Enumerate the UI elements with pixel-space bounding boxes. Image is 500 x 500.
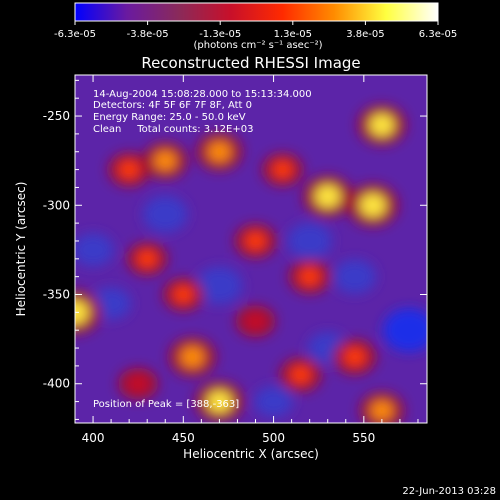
x-tick-label: 450 xyxy=(172,431,195,445)
hot-spot xyxy=(299,267,320,287)
chart-title: Reconstructed RHESSI Image xyxy=(141,54,360,72)
colorbar xyxy=(74,2,439,22)
hot-spot xyxy=(128,374,148,393)
hot-spot xyxy=(118,160,140,180)
x-tick-label: 500 xyxy=(262,431,285,445)
hot-spot xyxy=(315,184,341,208)
hot-spot xyxy=(137,249,158,268)
hot-spot xyxy=(272,160,293,179)
x-tick-label: 400 xyxy=(82,431,105,445)
hot-spot xyxy=(360,193,386,218)
y-tick-label: -250 xyxy=(43,109,70,123)
cold-spot xyxy=(196,266,243,305)
colorbar-tick-label: -1.3e-05 xyxy=(199,29,241,40)
hot-spot xyxy=(208,141,231,163)
x-axis-label: Heliocentric X (arcsec) xyxy=(183,447,319,461)
cold-spot xyxy=(142,195,188,233)
clean-counts-text: Clean Total counts: 3.12E+03 xyxy=(93,124,253,135)
hot-spot xyxy=(344,347,366,367)
hot-spot xyxy=(245,312,266,331)
hot-spot xyxy=(290,365,311,385)
detectors-text: Detectors: 4F 5F 6F 7F 8F, Att 0 xyxy=(93,100,252,111)
x-tick-label: 550 xyxy=(352,431,375,445)
colorbar-tick-label: -6.3e-05 xyxy=(54,29,96,40)
energy-range-text: Energy Range: 25.0 - 50.0 keV xyxy=(93,112,246,123)
hot-spot xyxy=(369,113,394,137)
image-area xyxy=(75,75,427,423)
footer-date: 22-Jun-2013 03:28 xyxy=(402,486,496,497)
colorbar-ticks: -6.3e-05 -3.8e-05 -1.3e-05 1.3e-05 3.8e-05 6.… xyxy=(54,21,457,40)
axes: 400 450 500 550 -250 -300 -350 -400 xyxy=(43,75,427,445)
hot-spot xyxy=(173,285,194,304)
colorbar-unit-label: (photons cm⁻² s⁻¹ asec⁻²) xyxy=(193,40,322,51)
y-tick-label: -400 xyxy=(43,377,70,391)
cold-spot xyxy=(254,386,293,417)
cold-spot xyxy=(333,259,376,294)
hot-spot xyxy=(207,390,232,413)
time-range-text: 14-Aug-2004 15:08:28.000 to 15:13:34.000 xyxy=(93,89,312,100)
cold-spot xyxy=(287,222,333,260)
hot-spot xyxy=(370,400,393,421)
hot-spot xyxy=(154,150,177,171)
plot-frame xyxy=(74,74,428,424)
colorbar-tick-label: 3.8e-05 xyxy=(346,29,384,40)
hot-spot xyxy=(75,300,89,325)
y-tick-label: -350 xyxy=(43,288,70,302)
colorbar-tick-label: 1.3e-05 xyxy=(274,29,312,40)
y-tick-label: -300 xyxy=(43,198,70,212)
cold-spot xyxy=(382,308,427,353)
colorbar-tick-label: -3.8e-05 xyxy=(127,29,169,40)
hot-spot xyxy=(180,346,205,368)
y-axis-label: Heliocentric Y (arcsec) xyxy=(14,182,28,317)
cold-spot xyxy=(91,287,132,320)
hot-spot xyxy=(245,231,266,251)
intensity-blobs xyxy=(75,104,427,423)
cold-spot xyxy=(75,233,114,267)
peak-position-text: Position of Peak = [388,-363] xyxy=(93,399,239,410)
colorbar-tick-label: 6.3e-05 xyxy=(419,29,457,40)
